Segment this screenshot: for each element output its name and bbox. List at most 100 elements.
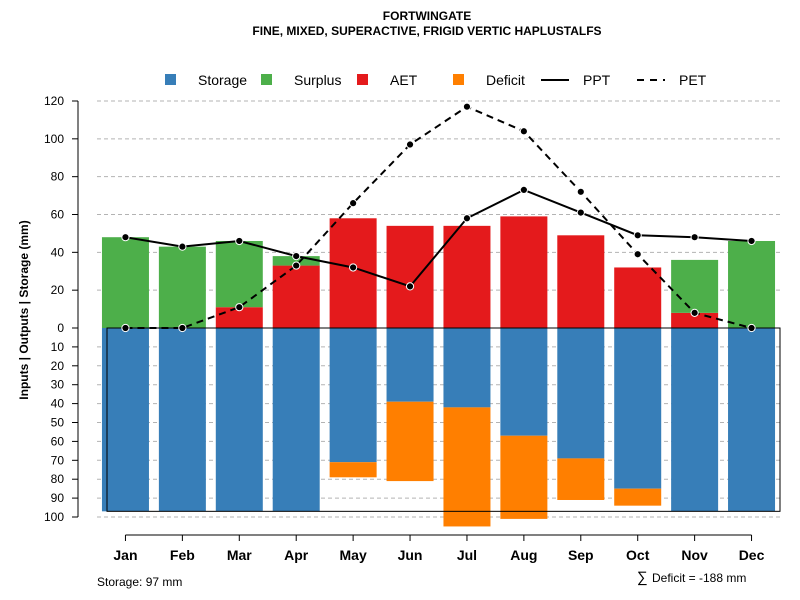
deficit-bar-jun (386, 401, 434, 482)
ppt-point-feb (178, 242, 187, 251)
surplus-bar-nov (671, 259, 719, 313)
legend-swatch-surplus (261, 74, 272, 85)
aet-bar-oct (614, 267, 662, 328)
storage-bar-jul (443, 328, 491, 408)
y-tick-label-lower-10: 10 (51, 340, 65, 354)
aet-bar-mar (215, 307, 263, 328)
y-tick-label-lower-30: 30 (51, 378, 65, 392)
ppt-line (125, 188, 752, 288)
y-tick-label-lower-70: 70 (51, 453, 65, 467)
storage-bar-nov (671, 328, 719, 512)
x-tick-label-may: May (340, 547, 367, 563)
storage-bar-feb (158, 328, 206, 512)
deficit-bar-sep (557, 458, 605, 500)
x-tick-label-dec: Dec (739, 547, 765, 563)
pet-point-apr (292, 261, 301, 270)
deficit-bar-may (329, 462, 377, 478)
deficit-bar-aug (500, 435, 548, 519)
storage-bar-jan (101, 328, 149, 512)
y-tick-label-upper-0: 0 (57, 321, 64, 335)
aet-bar-jul (443, 225, 491, 328)
y-tick-label-lower-80: 80 (51, 472, 65, 486)
storage-bar-aug (500, 328, 548, 436)
ppt-point-jan (121, 233, 130, 242)
pet-point-oct (633, 250, 642, 259)
storage-bar-sep (557, 328, 605, 459)
legend-swatch-aet (357, 74, 368, 85)
storage-bar-apr (272, 328, 320, 512)
legend-label-aet: AET (390, 72, 418, 88)
lines (121, 102, 756, 333)
y-tick-label-lower-20: 20 (51, 359, 65, 373)
surplus-bar-jan (101, 237, 149, 328)
x-tick-label-jun: Jun (398, 547, 423, 563)
x-tick-label-nov: Nov (681, 547, 708, 563)
y-tick-label-upper-80: 80 (51, 170, 65, 184)
surplus-bar-apr (272, 256, 320, 266)
x-tick-label-aug: Aug (510, 547, 537, 563)
y-axis-label: Inputs | Outputs | Storage (mm) (17, 220, 31, 399)
y-tick-label-lower-50: 50 (51, 416, 65, 430)
ppt-point-aug (519, 185, 528, 195)
x-tick-label-apr: Apr (284, 547, 309, 563)
surplus-bar-mar (215, 240, 263, 308)
surplus-bar-feb (158, 246, 206, 328)
gridlines (97, 100, 780, 518)
aet-bar-apr (272, 265, 320, 328)
pet-point-jan (121, 323, 130, 333)
chart-subtitle: FINE, MIXED, SUPERACTIVE, FRIGID VERTIC … (252, 24, 601, 38)
legend-swatch-deficit (453, 74, 464, 85)
y-tick-label-lower-60: 60 (51, 434, 65, 448)
storage-bar-may (329, 328, 377, 463)
y-tick-label-lower-40: 40 (51, 397, 65, 411)
deficit-bar-oct (614, 488, 662, 506)
pet-line (125, 105, 752, 329)
pet-point-sep (576, 187, 585, 196)
aet-bar-aug (500, 216, 548, 328)
surplus-bar-dec (728, 240, 776, 328)
legend-label-surplus: Surplus (294, 72, 341, 88)
ppt-point-mar (235, 236, 244, 246)
ppt-point-nov (690, 233, 699, 242)
pet-point-jul (462, 102, 472, 111)
ppt-point-dec (747, 236, 756, 246)
storage-bar-dec (728, 328, 776, 512)
storage-bar-jun (386, 328, 434, 402)
y-tick-label-upper-20: 20 (51, 283, 65, 297)
x-tick-label-mar: Mar (227, 547, 252, 563)
pet-point-feb (178, 323, 187, 333)
axes: 0 20 40 60 80 100 120 10 20 30 40 50 60 70 80 90 100 Jan F… (44, 94, 780, 563)
y-tick-label-upper-120: 120 (44, 94, 64, 108)
pet-point-dec (747, 323, 756, 333)
deficit-annotation: Deficit = -188 mm (652, 571, 746, 585)
x-tick-label-jul: Jul (457, 547, 477, 563)
ppt-point-oct (633, 231, 642, 240)
x-tick-label-feb: Feb (170, 547, 195, 563)
ppt-point-apr (292, 252, 301, 261)
bars (101, 216, 781, 527)
legend-label-storage: Storage (198, 72, 247, 88)
y-tick-label-upper-60: 60 (51, 208, 65, 222)
ppt-point-may (349, 263, 358, 272)
pet-point-may (349, 199, 358, 208)
pet-point-nov (690, 308, 699, 317)
y-tick-label-lower-100: 100 (44, 510, 64, 524)
legend-label-deficit: Deficit (486, 72, 525, 88)
legend: Storage Surplus AET Deficit PPT PET (165, 72, 707, 88)
aet-bar-jun (386, 225, 434, 328)
storage-annotation: Storage: 97 mm (97, 575, 182, 589)
x-tick-label-oct: Oct (626, 547, 650, 563)
ppt-point-sep (576, 208, 585, 217)
y-tick-label-upper-100: 100 (44, 132, 64, 146)
y-tick-label-upper-40: 40 (51, 245, 65, 259)
x-tick-label-sep: Sep (568, 547, 594, 563)
x-tick-label-jan: Jan (113, 547, 137, 563)
ppt-point-jul (462, 214, 472, 223)
storage-bar-oct (614, 328, 662, 489)
legend-label-pet: PET (679, 72, 707, 88)
chart-title: FORTWINGATE (383, 9, 471, 23)
aet-bar-sep (557, 235, 605, 328)
pet-point-jun (405, 140, 415, 149)
pet-point-mar (235, 303, 244, 312)
